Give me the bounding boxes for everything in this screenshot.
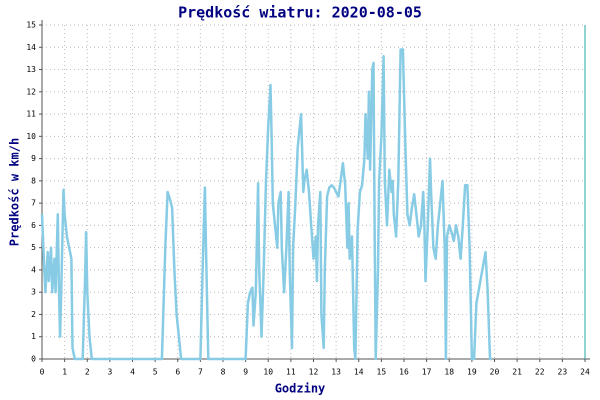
y-tick-label: 9 (31, 154, 36, 163)
y-tick-label: 1 (31, 332, 36, 341)
chart-title: Prędkość wiatru: 2020-08-05 (178, 4, 422, 22)
x-tick-label: 16 (399, 368, 409, 377)
x-tick-label: 17 (422, 368, 432, 377)
x-tick-label: 19 (467, 368, 477, 377)
y-axis-label: Prędkość w km/h (8, 138, 22, 246)
y-tick-label: 15 (26, 21, 36, 30)
x-tick-label: 21 (512, 368, 522, 377)
y-tick-label: 3 (31, 288, 36, 297)
y-tick-label: 13 (26, 65, 36, 74)
x-tick-label: 4 (130, 368, 135, 377)
x-tick-label: 7 (198, 368, 203, 377)
wind-line (40, 48, 493, 361)
y-tick-label: 8 (31, 176, 36, 185)
y-tick-label: 0 (31, 355, 36, 364)
x-tick-label: 12 (309, 368, 319, 377)
x-tick-label: 18 (444, 368, 454, 377)
x-tick-label: 10 (263, 368, 273, 377)
x-tick-label: 2 (85, 368, 90, 377)
x-tick-label: 6 (175, 368, 180, 377)
y-tick-label: 12 (26, 87, 36, 96)
y-tick-label: 7 (31, 199, 36, 208)
x-tick-label: 15 (377, 368, 387, 377)
x-tick-label: 9 (243, 368, 248, 377)
x-tick-label: 24 (580, 368, 590, 377)
x-tick-label: 3 (107, 368, 112, 377)
x-tick-label: 22 (535, 368, 545, 377)
x-tick-label: 13 (331, 368, 341, 377)
x-tick-label: 1 (62, 368, 67, 377)
x-axis-label: Godziny (275, 382, 326, 396)
x-tick-label: 5 (153, 368, 158, 377)
x-tick-label: 11 (286, 368, 296, 377)
y-tick-label: 2 (31, 310, 36, 319)
y-tick-label: 14 (26, 43, 36, 52)
y-tick-label: 11 (26, 110, 36, 119)
x-tick-label: 8 (221, 368, 226, 377)
y-tick-label: 5 (31, 243, 36, 252)
y-tick-label: 6 (31, 221, 36, 230)
x-tick-label: 0 (40, 368, 45, 377)
x-tick-label: 20 (490, 368, 500, 377)
x-tick-label: 14 (354, 368, 364, 377)
y-tick-label: 10 (26, 132, 36, 141)
x-tick-label: 23 (558, 368, 568, 377)
y-tick-label: 4 (31, 265, 36, 274)
